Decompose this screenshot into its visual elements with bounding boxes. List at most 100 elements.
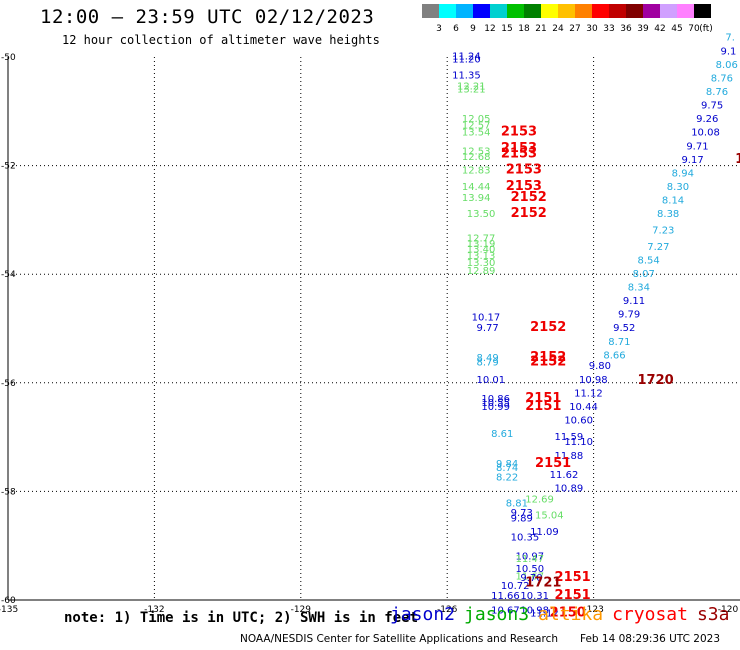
colorbar-swatch bbox=[541, 4, 558, 18]
data-label: 1720 bbox=[638, 373, 674, 388]
x-tick-label: -135 bbox=[0, 605, 18, 615]
satellite-legend: jason2 jason3 altika cryosat s3a bbox=[390, 604, 738, 625]
data-label: 2153 bbox=[501, 141, 537, 156]
data-label: 8.94 bbox=[672, 168, 694, 179]
data-label: 9.71 bbox=[686, 141, 708, 152]
legend-jason2: jason2 bbox=[390, 604, 456, 625]
data-label: 8.49 bbox=[476, 353, 498, 364]
data-label: 10.35 bbox=[511, 532, 540, 543]
data-label: 10.08 bbox=[691, 128, 720, 139]
footer-credit: NOAA/NESDIS Center for Satellite Applica… bbox=[240, 633, 558, 645]
colorbar-swatch bbox=[456, 4, 473, 18]
data-label: 8.22 bbox=[496, 473, 518, 484]
colorbar-swatch bbox=[643, 4, 660, 18]
data-label: 8.74 bbox=[496, 463, 518, 474]
data-label: 2153 bbox=[506, 179, 542, 194]
data-label: 10.55 bbox=[481, 398, 510, 409]
data-label: 11.66 bbox=[491, 591, 520, 602]
legend-altika: altika bbox=[538, 604, 604, 625]
data-label: 9.70 bbox=[520, 573, 542, 584]
colorbar-tick: 36 bbox=[620, 24, 632, 34]
colorbar-tick: 45 bbox=[671, 24, 682, 34]
data-label: 2152 bbox=[530, 320, 566, 335]
data-label: 2152 bbox=[530, 354, 566, 369]
data-label: 8.30 bbox=[667, 182, 689, 193]
y-tick-label: -58 bbox=[1, 487, 16, 497]
data-label: 13.13 bbox=[467, 251, 496, 262]
data-label: 2153 bbox=[501, 125, 537, 140]
x-tick-label: -123 bbox=[583, 605, 603, 615]
footer-timestamp: Feb 14 08:29:36 UTC 2023 bbox=[580, 633, 720, 645]
colorbar-tick: 39 bbox=[637, 24, 649, 34]
colorbar-swatch bbox=[507, 4, 524, 18]
data-label: 13.21 bbox=[457, 84, 486, 95]
colorbar-legend: 3 6 9 12 15 18 21 24 27 30 33 36 39 42 45 70 (ft) bbox=[422, 4, 713, 34]
data-label: 9.77 bbox=[476, 323, 498, 334]
y-tick-label: -50 bbox=[1, 53, 16, 63]
colorbar-tick: 3 bbox=[436, 24, 442, 34]
data-label: 2151 bbox=[525, 399, 561, 414]
data-label: 13.94 bbox=[462, 193, 491, 204]
data-label: 11.35 bbox=[452, 71, 481, 82]
data-label: 12.77 bbox=[467, 234, 496, 245]
data-label: 12.89 bbox=[467, 266, 496, 277]
data-label: 10.60 bbox=[564, 416, 593, 427]
colorbar-tick: 15 bbox=[501, 24, 512, 34]
data-label: 10.99 bbox=[481, 402, 510, 413]
data-label: 14.44 bbox=[462, 182, 491, 193]
data-label: 13.19 bbox=[467, 239, 496, 250]
data-label: 2153 bbox=[501, 146, 537, 161]
data-label: 8.06 bbox=[716, 60, 738, 71]
data-label: 9.11 bbox=[623, 296, 645, 307]
colorbar-swatch bbox=[609, 4, 626, 18]
data-label: 10.86 bbox=[481, 394, 510, 405]
legend-s3a: s3a bbox=[696, 604, 730, 625]
data-label: 12.68 bbox=[462, 152, 491, 163]
data-label: 2151 bbox=[525, 391, 561, 406]
data-label: 11.59 bbox=[555, 432, 584, 443]
colorbar-tick: 30 bbox=[586, 24, 598, 34]
data-label: 11.10 bbox=[564, 437, 593, 448]
page-subtitle: 12 hour collection of altimeter wave hei… bbox=[62, 33, 380, 47]
colorbar-swatch bbox=[626, 4, 643, 18]
colorbar-swatch bbox=[677, 4, 694, 18]
colorbar-tick: 24 bbox=[552, 24, 564, 34]
data-label: 12.57 bbox=[462, 121, 491, 132]
data-label: 10.17 bbox=[472, 312, 501, 323]
data-label: 10.89 bbox=[555, 483, 584, 494]
data-label: 10.97 bbox=[516, 551, 545, 562]
colorbar-tick: 12 bbox=[484, 24, 495, 34]
data-label: 8.07 bbox=[633, 269, 655, 280]
data-label: 10.98 bbox=[579, 375, 608, 386]
x-tick-label: -120 bbox=[718, 605, 739, 615]
data-label: 8.66 bbox=[603, 350, 625, 361]
data-label: 2151 bbox=[535, 456, 571, 471]
data-label: 9.26 bbox=[696, 114, 718, 125]
colorbar-tick: 42 bbox=[654, 24, 665, 34]
data-label: 11.47 bbox=[516, 554, 545, 565]
data-label: 9.79 bbox=[618, 310, 640, 321]
data-label: 12.69 bbox=[525, 494, 554, 505]
colorbar-tick: 33 bbox=[603, 24, 614, 34]
colorbar-swatch bbox=[575, 4, 592, 18]
data-label: 13.54 bbox=[462, 128, 491, 139]
data-label: 10.01 bbox=[476, 375, 505, 386]
data-label: 12.83 bbox=[462, 166, 491, 177]
data-label: 2150 bbox=[550, 605, 586, 620]
data-label: 11.67 bbox=[516, 571, 545, 582]
data-label: 13.40 bbox=[467, 244, 496, 255]
colorbar-swatch bbox=[422, 4, 439, 18]
data-label: 9.1 bbox=[720, 46, 736, 57]
colorbar-swatch bbox=[660, 4, 677, 18]
data-label: 10.72 bbox=[501, 581, 530, 592]
data-label: 12.05 bbox=[462, 114, 491, 125]
colorbar-swatch bbox=[694, 4, 711, 18]
footer-note: note: 1) Time is in UTC; 2) SWH is in fe… bbox=[64, 610, 419, 626]
data-label: 2151 bbox=[555, 570, 591, 585]
colorbar-tick: 27 bbox=[569, 24, 580, 34]
data-label: 9.52 bbox=[613, 323, 635, 334]
data-label: 13.30 bbox=[467, 258, 496, 269]
data-label: 9.80 bbox=[589, 361, 611, 372]
colorbar-swatch bbox=[524, 4, 541, 18]
colorbar-swatch bbox=[558, 4, 575, 18]
